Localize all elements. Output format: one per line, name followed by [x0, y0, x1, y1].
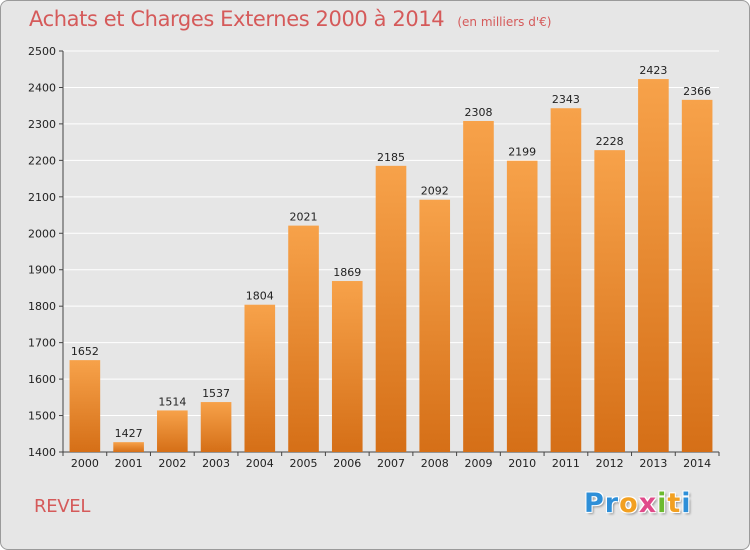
- logo-letter: P: [584, 488, 605, 519]
- chart-unit-label: (en milliers d'€): [457, 15, 552, 29]
- bar-value-label: 1869: [333, 266, 361, 279]
- bar-value-label: 2308: [464, 106, 492, 119]
- y-tick-label: 1400: [28, 446, 56, 459]
- bar-value-label: 1537: [202, 387, 230, 400]
- logo-letter: o: [619, 488, 639, 519]
- x-tick-label: 2004: [246, 457, 274, 470]
- bar-value-label: 2199: [508, 146, 536, 159]
- y-tick-label: 2200: [28, 154, 56, 167]
- location-label: REVEL: [34, 496, 91, 517]
- x-tick-label: 2009: [464, 457, 492, 470]
- bar-2001: [113, 442, 144, 452]
- bar-value-label: 2021: [290, 211, 318, 224]
- bar-value-label: 1804: [246, 290, 274, 303]
- y-tick-label: 2300: [28, 118, 56, 131]
- bars: [69, 79, 713, 452]
- chart-title: Achats et Charges Externes 2000 à 2014: [29, 7, 445, 31]
- bar-2004: [244, 304, 276, 452]
- y-tick-label: 1900: [28, 264, 56, 277]
- y-tick-label: 2000: [28, 227, 56, 240]
- bar-2002: [157, 410, 188, 452]
- bar-2007: [375, 165, 407, 452]
- labels: 1400 1500 1600 1700 1800 1900 2000 2100 2200 2300…: [28, 45, 711, 470]
- y-tick-label: 1700: [28, 337, 56, 350]
- x-tick-label: 2001: [115, 457, 143, 470]
- bar-2000: [69, 360, 101, 452]
- proxiti-logo: Proxiti: [584, 488, 692, 519]
- bar-2010: [506, 160, 538, 452]
- x-tick-label: 2012: [596, 457, 624, 470]
- bar-2012: [594, 150, 625, 452]
- logo-letter: i: [681, 488, 692, 519]
- bar-value-label: 1514: [158, 395, 186, 408]
- bar-2011: [550, 108, 582, 452]
- bar-2009: [463, 120, 494, 452]
- bar-2008: [419, 199, 451, 452]
- bar-value-label: 1652: [71, 345, 99, 358]
- x-tick-label: 2005: [290, 457, 318, 470]
- x-tick-label: 2013: [639, 457, 667, 470]
- bar-2005: [288, 225, 319, 452]
- bar-value-label: 2366: [683, 85, 711, 98]
- x-tick-label: 2007: [377, 457, 405, 470]
- bar-value-label: 2185: [377, 151, 405, 164]
- x-tick-label: 2011: [552, 457, 580, 470]
- y-tick-label: 2100: [28, 191, 56, 204]
- logo-letter: i: [657, 488, 668, 519]
- bar-2006: [331, 281, 363, 452]
- y-tick-label: 1800: [28, 300, 56, 313]
- bar-value-label: 2423: [639, 64, 667, 77]
- x-tick-label: 2006: [333, 457, 361, 470]
- bar-2003: [200, 402, 232, 452]
- x-tick-label: 2014: [683, 457, 711, 470]
- bar-2013: [638, 79, 669, 452]
- bar-value-label: 1427: [115, 427, 143, 440]
- y-tick-label: 1600: [28, 373, 56, 386]
- x-tick-label: 2000: [71, 457, 99, 470]
- x-tick-label: 2008: [421, 457, 449, 470]
- bar-value-label: 2343: [552, 93, 580, 106]
- logo-letter: t: [667, 488, 682, 519]
- logo-letter: r: [604, 488, 620, 519]
- x-tick-label: 2003: [202, 457, 230, 470]
- bar-2014: [681, 99, 713, 452]
- y-tick-label: 2500: [28, 45, 56, 58]
- bar-value-label: 2228: [596, 135, 624, 148]
- bar-value-label: 2092: [421, 185, 449, 198]
- logo-letter: x: [638, 488, 658, 519]
- x-tick-label: 2002: [158, 457, 186, 470]
- y-tick-label: 1500: [28, 410, 56, 423]
- x-tick-label: 2010: [508, 457, 536, 470]
- y-tick-label: 2400: [28, 81, 56, 94]
- title-block: Achats et Charges Externes 2000 à 2014 (…: [29, 7, 551, 31]
